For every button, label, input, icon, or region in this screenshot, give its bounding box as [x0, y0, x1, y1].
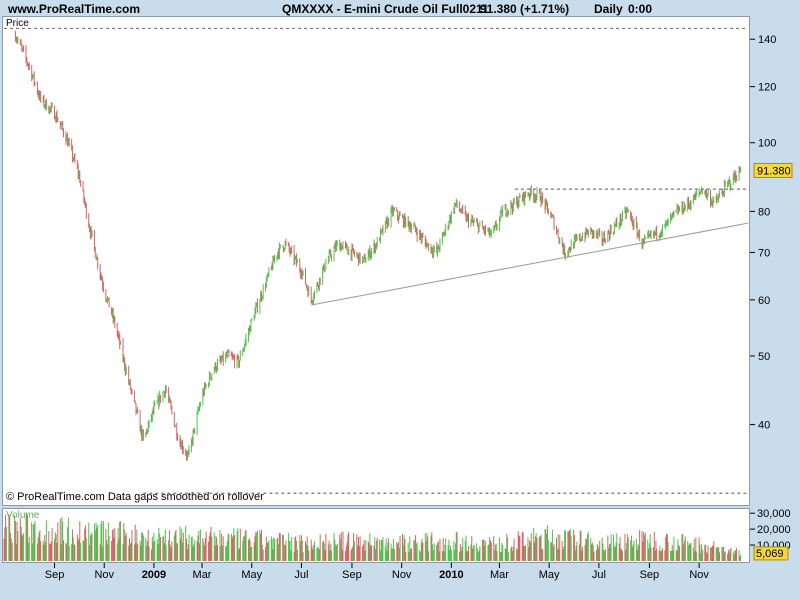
price-axis-label: 80 — [758, 206, 770, 218]
time-axis-label: Sep — [45, 569, 65, 581]
price-axis-label: 140 — [758, 34, 776, 46]
time-axis-label: Jul — [592, 569, 606, 581]
time-axis-label: Nov — [392, 569, 412, 581]
last-volume-tag — [753, 546, 789, 561]
time-axis-label: Sep — [640, 569, 660, 581]
time-axis-label: 2010 — [439, 569, 463, 581]
quote-value: 91.380 (+1.71%) — [480, 2, 570, 16]
time-axis-label: May — [539, 569, 560, 581]
time-axis-label: Mar — [193, 569, 212, 581]
time-axis-label: Sep — [342, 569, 362, 581]
header-bar: www.ProRealTime.com QMXXXX - E-mini Crud… — [0, 0, 800, 18]
price-panel-label: Price — [6, 18, 29, 29]
price-axis-label: 40 — [758, 420, 770, 432]
volume-axis-label: 20,000 — [757, 524, 791, 536]
instrument-name: QMXXXX - E-mini Crude Oil Full0211 — [282, 2, 489, 16]
time-axis-label: Nov — [94, 569, 114, 581]
site-name[interactable]: www.ProRealTime.com — [8, 2, 141, 16]
price-axis-label: 60 — [758, 295, 770, 307]
time-axis-label: Jul — [294, 569, 308, 581]
price-axis-label: 50 — [758, 351, 770, 363]
price-axis-label: 70 — [758, 247, 770, 259]
time-axis-label: 2009 — [142, 569, 166, 581]
price-panel[interactable]: Price © ProRealTime.com Data gaps smooth… — [2, 16, 750, 506]
volume-panel-label: Volume — [6, 510, 40, 521]
time-label: 0:00 — [628, 2, 653, 16]
copyright-note: © ProRealTime.com Data gaps smoothed on … — [6, 491, 264, 503]
last-price-tag — [753, 162, 793, 178]
price-axis-label: 120 — [758, 82, 776, 94]
volume-axis-label: 30,000 — [757, 508, 791, 520]
last-price-label: 91.380 — [757, 165, 791, 177]
time-axis-label: Nov — [689, 569, 709, 581]
last-volume-label: 5,069 — [756, 548, 784, 560]
time-axis-label: Mar — [490, 569, 509, 581]
price-axis-label: 100 — [758, 138, 776, 150]
trendline — [311, 222, 749, 306]
period-label: Daily — [594, 2, 623, 16]
time-axis-label: May — [241, 569, 262, 581]
